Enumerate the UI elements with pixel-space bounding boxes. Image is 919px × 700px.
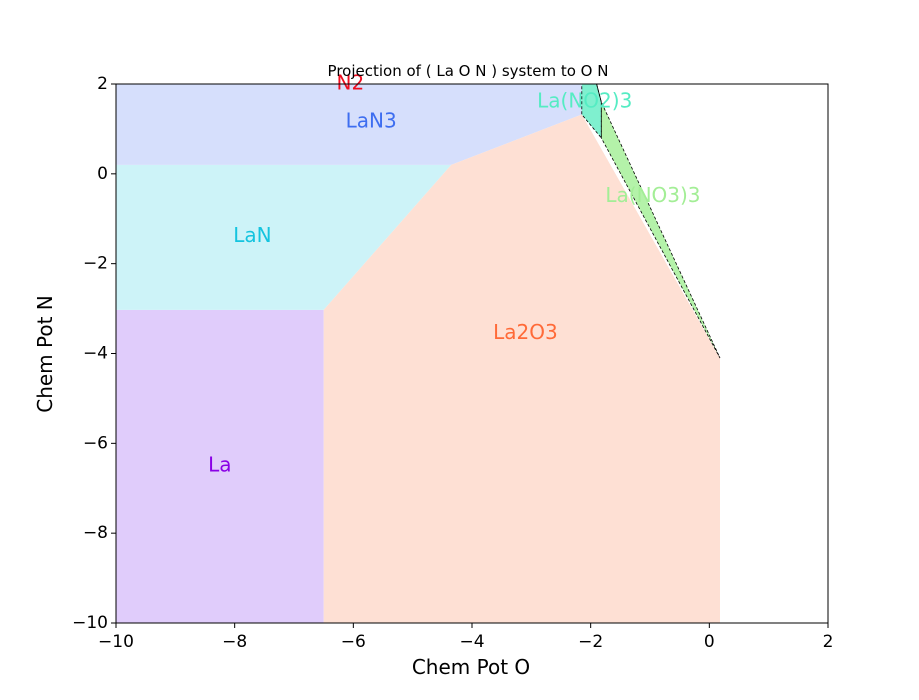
region-lan	[116, 164, 452, 310]
x-tick-label: −4	[459, 632, 484, 652]
x-tick-label: −10	[98, 632, 134, 652]
region-label-la2o3: La2O3	[493, 320, 558, 344]
x-tick-label: 0	[704, 632, 715, 652]
y-axis-label: Chem Pot N	[33, 295, 57, 413]
x-tick-label: −2	[578, 632, 603, 652]
region-label-la-no3-3: La(NO3)3	[605, 183, 700, 207]
x-tick-label: −8	[222, 632, 247, 652]
boundary-la-no3-3	[596, 83, 721, 359]
y-tick-label: −10	[72, 613, 108, 633]
y-tick-label: 2	[97, 74, 108, 94]
region-label-lan: LaN	[233, 223, 271, 247]
chart-title: Projection of ( La O N ) system to O N	[328, 62, 609, 80]
y-tick-label: −2	[83, 254, 108, 274]
annotation-n2: N2	[337, 71, 365, 95]
region-label-la: La	[208, 452, 231, 476]
y-tick-label: −6	[83, 433, 108, 453]
x-axis-label: Chem Pot O	[412, 655, 530, 679]
region-layer	[116, 84, 720, 623]
x-tick-label: 2	[823, 632, 834, 652]
region-label-la-no2-3: La(NO2)3	[537, 88, 632, 112]
y-tick-label: −4	[83, 344, 108, 364]
region-la2o3	[323, 114, 720, 623]
y-axis-ticks: −10 −8 −6 −4 −2 0 2	[72, 74, 116, 633]
region-la-no2-3	[581, 84, 602, 138]
x-tick-label: −6	[341, 632, 366, 652]
y-tick-label: −8	[83, 523, 108, 543]
region-label-layer: La LaN LaN3 La2O3 La(NO2)3 La(NO3)3 N2	[208, 71, 700, 477]
y-tick-label: 0	[97, 164, 108, 184]
region-lan3	[116, 84, 582, 165]
region-label-lan3: LaN3	[346, 109, 397, 133]
x-axis-ticks: −10 −8 −6 −4 −2 0 2	[98, 623, 833, 652]
region-la	[116, 309, 324, 623]
